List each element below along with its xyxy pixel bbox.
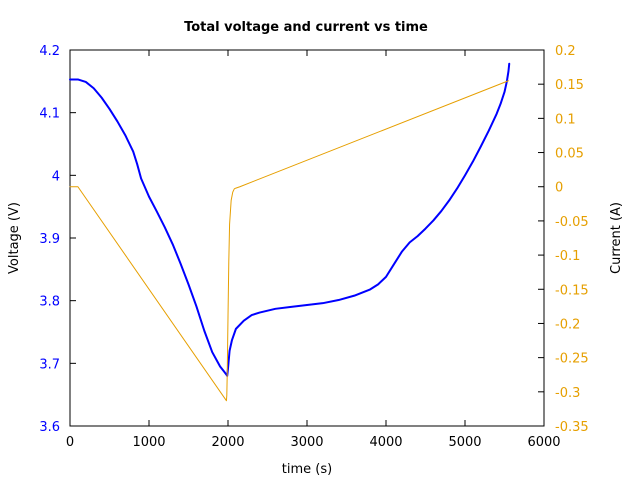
series-layer [69,62,511,402]
x-tick-label: 6000 [527,435,560,450]
y2-tick-label: -0.05 [555,215,589,230]
y2-tick-label: -0.1 [555,249,580,264]
voltage-series-line [69,62,511,377]
y-tick-label: 3.8 [39,295,60,310]
x-tick-label: 3000 [290,435,323,450]
plot-frame [69,49,545,427]
y2-tick-label: 0.05 [555,147,584,162]
y-tick-label: 4.1 [39,107,60,122]
current-series-line [69,80,509,402]
y2-tick-label: -0.2 [555,317,580,332]
y2-tick-label: 0.15 [555,78,584,93]
y-tick-label: 3.6 [39,420,60,435]
x-tick-label: 2000 [211,435,244,450]
y-axis-label: Voltage (V) [7,202,22,274]
y2-tick-label: 0 [555,181,563,196]
y2-tick-label: -0.3 [555,386,580,401]
y2-axis-label: Current (A) [609,202,624,274]
y-tick-label: 3.7 [39,357,60,372]
x-tick-label: 1000 [132,435,165,450]
x-tick-label: 0 [66,435,74,450]
y-tick-label: 4.2 [39,44,60,59]
x-tick-label: 4000 [369,435,402,450]
y2-tick-label: 0.1 [555,112,576,127]
y-tick-label: 3.9 [39,232,60,247]
y2-tick-label: -0.35 [555,420,589,435]
y2-tick-label: -0.15 [555,283,589,298]
x-axis-label: time (s) [282,462,332,477]
y2-tick-label: 0.2 [555,44,576,59]
chart-title: Total voltage and current vs time [184,20,428,35]
x-tick-label: 5000 [448,435,481,450]
ticks-layer: 0 1000 2000 3000 4000 5000 6000 3.6 3.7 3.8 3.9 4 4.… [39,44,588,450]
y-tick-label: 4 [52,169,60,184]
y2-tick-label: -0.25 [555,352,589,367]
